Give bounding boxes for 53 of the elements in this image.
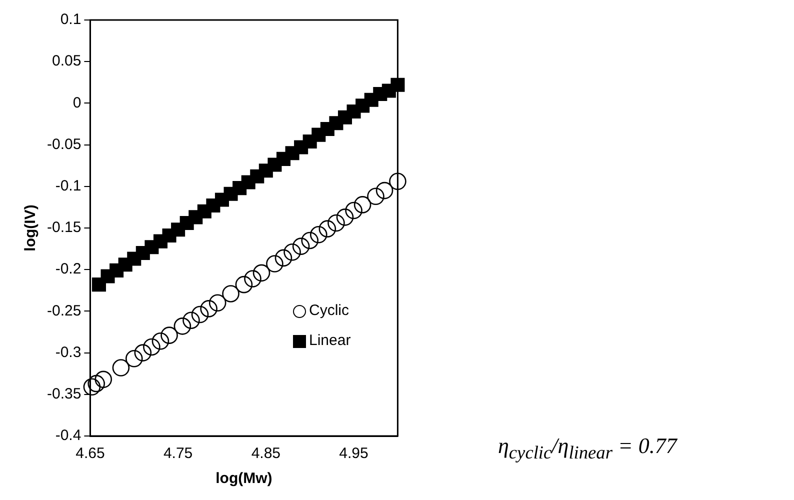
- point: [345, 202, 362, 220]
- y-tick-label: -0.35: [46, 386, 82, 403]
- point: [328, 214, 345, 232]
- point: [235, 276, 253, 294]
- point: [143, 338, 160, 356]
- y-axis-title: log(IV): [22, 204, 40, 252]
- point: [244, 270, 262, 288]
- point: [88, 374, 105, 392]
- point: [390, 78, 405, 92]
- legend-label: Cyclic: [309, 301, 349, 321]
- point: [310, 226, 328, 244]
- x-tick-label: 4.95: [339, 445, 368, 462]
- point: [160, 326, 178, 344]
- point: [112, 359, 130, 376]
- point: [182, 312, 200, 329]
- point: [389, 172, 406, 190]
- y-tick-label: -0.1: [55, 178, 82, 195]
- point: [83, 378, 101, 396]
- y-tick-label: -0.05: [46, 136, 82, 153]
- legend-label: Linear: [309, 331, 351, 351]
- point: [292, 238, 310, 255]
- x-tick-label: 4.65: [76, 445, 105, 462]
- text: η$_{cyclic}$/η$_{linear}$ = 0.77: [498, 433, 677, 464]
- point: [284, 243, 301, 261]
- x-axis-title: log(Mw): [216, 470, 272, 488]
- point: [125, 350, 143, 368]
- point: [301, 232, 318, 250]
- point: [134, 344, 152, 362]
- point: [152, 332, 170, 350]
- point: [174, 318, 192, 335]
- point: [94, 370, 112, 388]
- y-tick-label: -0.4: [55, 427, 82, 444]
- point: [191, 306, 209, 324]
- y-tick-label: -0.15: [46, 219, 82, 236]
- point: [266, 255, 284, 272]
- y-tick-label: -0.25: [46, 302, 82, 320]
- point: [354, 196, 372, 214]
- point: [208, 294, 226, 312]
- point: [252, 264, 270, 282]
- x-tick-label: 4.75: [163, 445, 193, 462]
- point: [367, 188, 384, 206]
- y-tick-label: -0.3: [55, 344, 82, 361]
- y-tick-label: 0: [72, 94, 82, 112]
- y-tick-label: 0.05: [52, 52, 82, 70]
- y-tick-label: -0.2: [55, 260, 82, 278]
- point: [336, 208, 354, 226]
- x-tick-label: 4.85: [251, 445, 281, 462]
- point: [200, 300, 218, 318]
- point: [274, 249, 292, 267]
- point: [318, 220, 336, 238]
- point: [222, 285, 240, 302]
- point: [376, 182, 394, 200]
- y-tick-label: 0.1: [60, 11, 82, 28]
